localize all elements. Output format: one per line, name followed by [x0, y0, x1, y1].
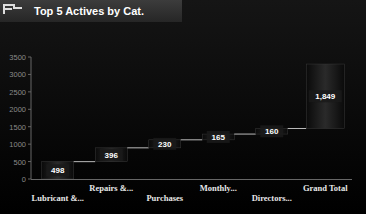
x-tick-label: Directors...: [252, 193, 292, 203]
connector: [127, 147, 149, 148]
y-tick-label: 500: [13, 158, 26, 167]
title: Top 5 Actives by Cat.: [34, 5, 144, 17]
data-label-box: [260, 125, 283, 137]
connector: [74, 161, 96, 162]
y-tick-label: 1500: [9, 123, 26, 132]
y-tick-label: 2500: [9, 88, 26, 97]
data-label: 165: [212, 133, 226, 142]
y-tick-label: 0: [22, 175, 26, 184]
data-label-box: [100, 149, 123, 161]
connector: [288, 128, 307, 129]
bars: [42, 64, 345, 179]
x-axis: [31, 179, 352, 180]
title-icon: [4, 5, 22, 14]
y-tick-label: 3000: [9, 70, 26, 79]
title-bar: [0, 0, 182, 22]
data-label: 396: [105, 151, 119, 160]
y-tick: [28, 91, 31, 92]
data-label: 230: [158, 140, 172, 149]
y-tick: [28, 144, 31, 145]
y-axis: [31, 57, 32, 179]
y-tick: [28, 109, 31, 110]
bar: [306, 64, 344, 128]
connector: [181, 139, 203, 140]
data-label-box: [46, 164, 69, 176]
y-tick-label: 2000: [9, 105, 26, 114]
y-tick-label: 1000: [9, 140, 26, 149]
x-tick-label: Monthly...: [200, 183, 237, 193]
data-label-box: [309, 90, 342, 102]
data-label-box: [153, 138, 176, 150]
y-tick: [28, 126, 31, 127]
x-tick-label: Lubricant &...: [32, 193, 84, 203]
data-labels: 498 396 230 165 160 1,849: [46, 90, 342, 176]
bar: [42, 162, 74, 179]
bar: [95, 148, 127, 162]
y-tick: [28, 161, 31, 162]
x-tick-label: Repairs &...: [89, 183, 133, 193]
data-label: 1,849: [315, 92, 336, 101]
y-tick: [28, 74, 31, 75]
data-label: 498: [51, 166, 65, 175]
y-tick: [28, 179, 31, 180]
x-tick-label: Grand Total: [303, 183, 348, 193]
data-label-box: [207, 131, 230, 143]
background: [0, 0, 366, 214]
data-label: 160: [265, 127, 279, 136]
connector: [234, 134, 256, 135]
chart: Top 5 Actives by Cat. 0 500 1000 1500 2000 250…: [0, 0, 366, 214]
y-tick-label: 3500: [9, 53, 26, 62]
y-tick: [28, 57, 31, 58]
x-tick-label: Purchases: [146, 193, 183, 203]
